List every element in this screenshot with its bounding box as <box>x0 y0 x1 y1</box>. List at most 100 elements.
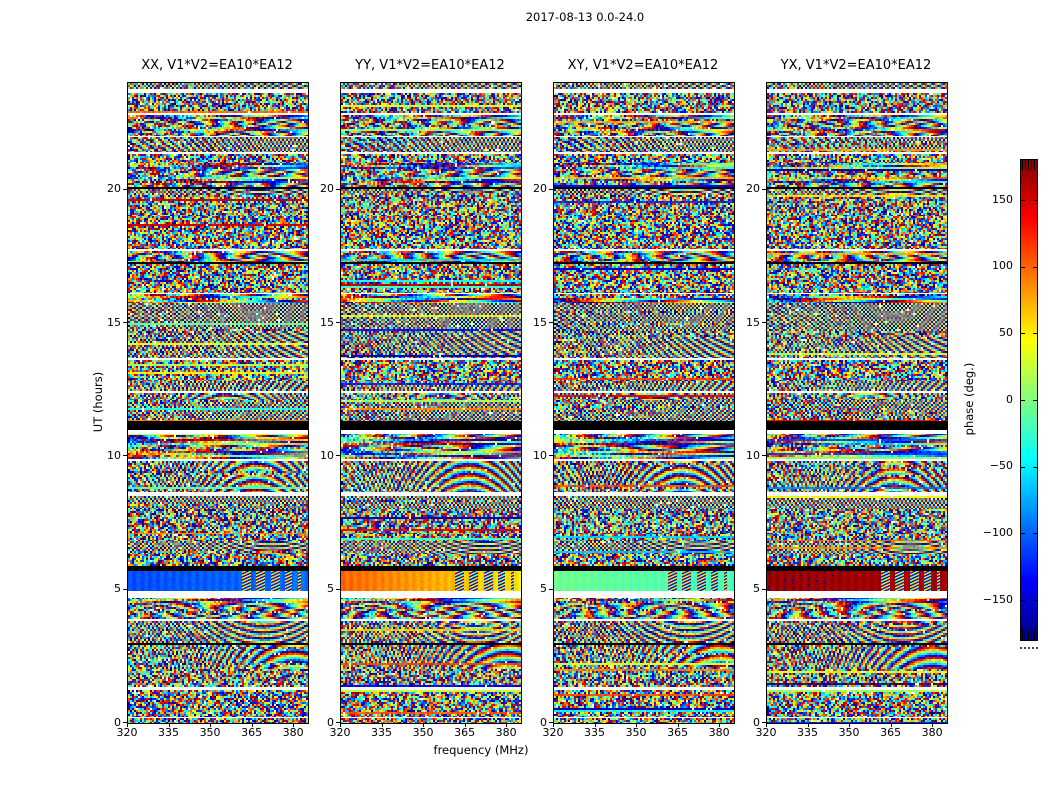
y-tick-label: 10 <box>320 448 334 462</box>
colorbar-tick-label: 0 <box>1006 392 1013 406</box>
x-tick-mark <box>506 723 508 727</box>
heatmap-canvas-xy <box>553 82 735 724</box>
x-tick-mark <box>168 723 170 727</box>
y-tick-mark <box>123 588 127 590</box>
y-tick-mark <box>762 455 766 457</box>
y-tick-label: 15 <box>107 315 121 329</box>
x-tick-label: 335 <box>158 726 180 739</box>
x-tick-mark <box>251 723 253 727</box>
y-tick-mark <box>762 588 766 590</box>
x-tick-mark <box>464 723 466 727</box>
x-tick-mark <box>381 723 383 727</box>
y-tick-label: 20 <box>533 182 547 196</box>
y-tick-label: 20 <box>746 182 760 196</box>
y-tick-label: 15 <box>746 315 760 329</box>
y-tick-mark <box>336 188 340 190</box>
x-tick-label: 320 <box>329 726 351 739</box>
y-tick-mark <box>762 188 766 190</box>
x-tick-label: 380 <box>282 726 304 739</box>
figure-title: 2017-08-13 0.0-24.0 <box>525 10 645 24</box>
y-tick-label: 5 <box>114 582 121 596</box>
y-tick-label: 20 <box>320 182 334 196</box>
x-tick-label: 335 <box>371 726 393 739</box>
x-tick-mark <box>807 723 809 727</box>
x-tick-mark <box>636 723 638 727</box>
y-tick-label: 20 <box>107 182 121 196</box>
y-tick-mark <box>549 188 553 190</box>
colorbar <box>1020 159 1038 641</box>
colorbar-tick-label: 100 <box>992 259 1013 273</box>
y-tick-mark <box>123 722 127 723</box>
x-tick-label: 320 <box>116 726 138 739</box>
x-axis-label: frequency (MHz) <box>433 743 529 757</box>
x-tick-mark <box>127 723 128 727</box>
colorbar-tick-label: −100 <box>982 525 1013 539</box>
x-tick-mark <box>340 723 341 727</box>
y-tick-label: 10 <box>533 448 547 462</box>
heatmap-canvas-yx <box>766 82 948 724</box>
x-tick-label: 350 <box>199 726 221 739</box>
x-tick-mark <box>553 723 554 727</box>
y-tick-mark <box>762 722 766 723</box>
x-tick-mark <box>719 723 721 727</box>
y-tick-mark <box>123 188 127 190</box>
y-tick-mark <box>549 455 553 457</box>
y-tick-label: 0 <box>540 715 547 729</box>
x-tick-label: 335 <box>797 726 819 739</box>
y-tick-label: 0 <box>327 715 334 729</box>
y-tick-label: 15 <box>320 315 334 329</box>
x-tick-label: 365 <box>880 726 902 739</box>
y-tick-mark <box>123 455 127 457</box>
heatmap-canvas-yy <box>340 82 522 724</box>
y-tick-label: 5 <box>327 582 334 596</box>
y-tick-label: 10 <box>746 448 760 462</box>
x-tick-label: 320 <box>542 726 564 739</box>
x-tick-label: 365 <box>241 726 263 739</box>
panel-title-xy: XY, V1*V2=EA10*EA12 <box>567 58 719 73</box>
x-tick-mark <box>210 723 212 727</box>
heatmap-canvas-xx <box>127 82 309 724</box>
y-tick-mark <box>336 588 340 590</box>
x-tick-label: 320 <box>755 726 777 739</box>
y-tick-mark <box>123 322 127 323</box>
x-tick-mark <box>932 723 934 727</box>
x-tick-mark <box>766 723 767 727</box>
colorbar-tick-label: −150 <box>982 592 1013 606</box>
y-tick-mark <box>336 322 340 323</box>
x-tick-label: 365 <box>454 726 476 739</box>
panel-title-xx: XX, V1*V2=EA10*EA12 <box>141 58 293 73</box>
x-tick-label: 380 <box>495 726 517 739</box>
x-tick-mark <box>594 723 596 727</box>
x-tick-label: 350 <box>412 726 434 739</box>
y-tick-label: 0 <box>114 715 121 729</box>
x-tick-mark <box>890 723 892 727</box>
y-tick-label: 5 <box>540 582 547 596</box>
panel-title-yx: YX, V1*V2=EA10*EA12 <box>780 58 932 73</box>
y-tick-mark <box>336 722 340 723</box>
y-tick-mark <box>549 322 553 323</box>
colorbar-tick-label: −50 <box>989 459 1013 473</box>
panel-title-yy: YY, V1*V2=EA10*EA12 <box>355 58 505 73</box>
y-tick-mark <box>549 588 553 590</box>
y-tick-label: 5 <box>753 582 760 596</box>
x-tick-label: 350 <box>838 726 860 739</box>
colorbar-axis-label: phase (deg.) <box>962 362 976 436</box>
x-tick-mark <box>677 723 679 727</box>
y-axis-label: UT (hours) <box>91 371 105 433</box>
colorbar-tick-label: 50 <box>999 325 1013 339</box>
x-tick-label: 335 <box>584 726 606 739</box>
colorbar-dotted-baseline <box>1020 647 1038 649</box>
y-tick-mark <box>762 322 766 323</box>
y-tick-mark <box>549 722 553 723</box>
x-tick-mark <box>849 723 851 727</box>
x-tick-label: 365 <box>667 726 689 739</box>
x-tick-label: 380 <box>921 726 943 739</box>
x-tick-mark <box>293 723 295 727</box>
y-tick-label: 15 <box>533 315 547 329</box>
y-tick-label: 0 <box>753 715 760 729</box>
y-tick-mark <box>336 455 340 457</box>
x-tick-label: 380 <box>708 726 730 739</box>
colorbar-tick-label: 150 <box>992 192 1013 206</box>
x-tick-label: 350 <box>625 726 647 739</box>
y-tick-label: 10 <box>107 448 121 462</box>
